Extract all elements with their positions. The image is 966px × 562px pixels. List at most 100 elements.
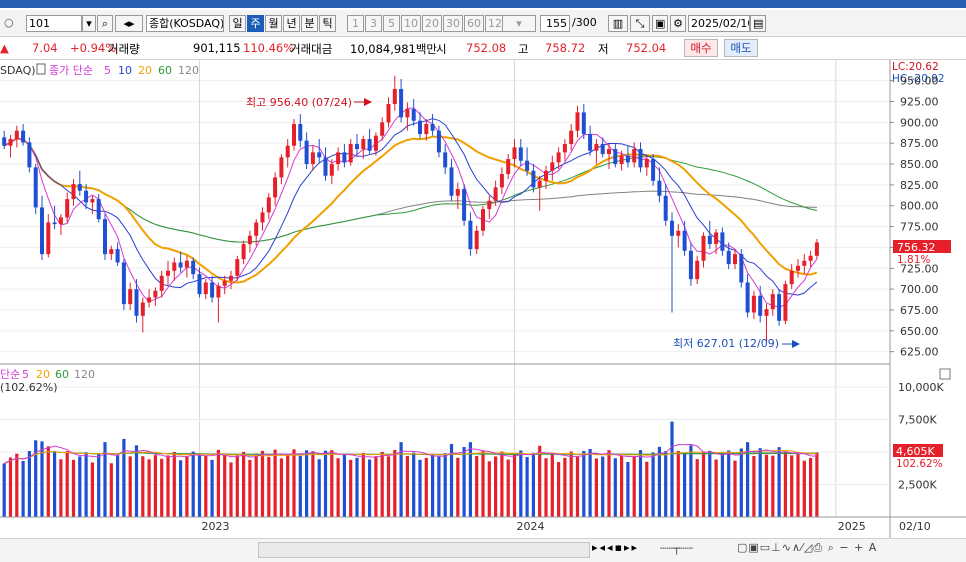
current-pct-label: 1.81% [897, 254, 930, 266]
count-input[interactable]: 155 [540, 15, 570, 32]
low-arrow-head [792, 340, 800, 348]
current-volume-label: 4,605K [896, 445, 935, 458]
volume-ma5-line [3, 443, 817, 464]
volume-bar [575, 456, 580, 517]
market-label: 종합(KOSDAQ) [146, 15, 224, 32]
interval-button-1[interactable]: 1 [347, 15, 364, 32]
vol-legend-ma5: 5 [22, 368, 29, 381]
interval-button-30[interactable]: 30 [443, 15, 463, 32]
drawing-tools-icons[interactable]: ▢▣▭⊥∿∧⁄◿⎙ ⌕ − + A [737, 541, 878, 554]
candle-body [14, 130, 19, 140]
volume-tick-label: 2,500K [898, 479, 937, 492]
price-chart[interactable]: SDAQ) 종가 단순 5 10 20 60 120 LC:20.62 HC:-… [0, 60, 966, 538]
candle-body [254, 222, 259, 236]
candle-body [348, 144, 353, 163]
period-tab-3[interactable]: 년 [283, 15, 300, 32]
code-input[interactable]: 101 [26, 15, 82, 32]
volume-bar [746, 442, 750, 517]
candle-body [487, 200, 492, 210]
candle-body [657, 180, 662, 196]
volume-bar [147, 459, 151, 517]
sell-button[interactable]: 매도 [724, 39, 758, 57]
interval-button-5[interactable]: 5 [383, 15, 400, 32]
candle-body [84, 190, 89, 203]
candle-body [544, 170, 548, 181]
candle-body [739, 254, 744, 283]
ma5-line [3, 107, 818, 308]
legend-ma60: 60 [158, 64, 172, 77]
volume-bar [305, 450, 309, 517]
volume-bar [361, 452, 365, 517]
period-tab-1[interactable]: 주 [247, 15, 264, 32]
interval-button-60[interactable]: 60 [464, 15, 484, 32]
volume-bar [569, 451, 573, 517]
interval-button-20[interactable]: 20 [422, 15, 442, 32]
volume-panel-close-icon[interactable] [939, 368, 951, 380]
amount-label: 거래대금 [290, 42, 333, 56]
volume-bar [538, 445, 542, 517]
candle-body [518, 147, 523, 161]
candle-body [405, 109, 410, 118]
volume-bar [267, 457, 271, 517]
low-annotation: 최저 627.01 (12/09) [673, 337, 779, 350]
interval-button-10[interactable]: 10 [401, 15, 421, 32]
current-volume-box [893, 444, 943, 457]
search-icon[interactable]: ⌕ [97, 15, 113, 32]
row-label: ○ [4, 16, 14, 29]
volume-bar [141, 456, 145, 517]
candle-body [329, 164, 334, 176]
candle-body [197, 274, 202, 295]
volume-bar [90, 462, 94, 517]
price-tick-label: 650.00 [900, 325, 939, 338]
candle-body [632, 149, 637, 163]
period-tab-0[interactable]: 일 [229, 15, 246, 32]
legend-toggle-icon[interactable] [36, 63, 46, 75]
interval-button-3[interactable]: 3 [365, 15, 382, 32]
candle-body [663, 195, 668, 221]
candle-body [701, 235, 706, 261]
code-dropdown-button[interactable]: ▾ [82, 15, 96, 32]
volume-bar [197, 455, 202, 517]
nav-play-buttons[interactable]: ▸◂◂▪▸▸ [592, 541, 640, 554]
x-end-date: 02/10 [899, 520, 931, 533]
volume-bar [720, 453, 724, 517]
candle-body [745, 282, 750, 313]
date-input[interactable]: 2025/02/10 [688, 15, 750, 32]
period-tab-4[interactable]: 분 [301, 15, 318, 32]
prev-next-icon[interactable]: ◂▸ [115, 15, 143, 32]
period-tab-5[interactable]: 틱 [319, 15, 336, 32]
candle-body [550, 162, 555, 171]
scale-icon[interactable]: ⤡ [630, 15, 650, 32]
chart-scrollbar[interactable] [258, 542, 590, 558]
save-icon[interactable]: ▣ [652, 15, 668, 32]
candle-body [172, 262, 177, 271]
chart-type-icon[interactable]: ▥ [608, 15, 628, 32]
candle-body [783, 284, 788, 321]
price-tick-label: 625.00 [900, 346, 939, 359]
gear-icon[interactable]: ⚙ [670, 15, 686, 32]
calendar-icon[interactable]: ▤ [750, 15, 766, 32]
zoom-slider[interactable]: ┄┄┬┄┄ [660, 542, 694, 555]
candle-body [695, 260, 700, 280]
volume-bar [651, 452, 655, 517]
volume-bar [84, 452, 88, 517]
candle-body [266, 197, 271, 213]
vol-legend-ratio: (102.62%) [0, 381, 58, 394]
candle-body [619, 155, 624, 165]
volume-bar [506, 459, 510, 517]
candle-body [764, 309, 769, 316]
volume-bar [525, 457, 529, 517]
volume-bar [657, 446, 661, 517]
up-arrow-icon: ▲ [0, 41, 9, 55]
volume-bar [210, 459, 214, 517]
period-tab-2[interactable]: 월 [265, 15, 282, 32]
volume-bar [330, 450, 334, 517]
volume-bar [374, 456, 378, 517]
buy-button[interactable]: 매수 [684, 39, 718, 57]
interval-dropdown[interactable]: ▾ [502, 15, 536, 32]
volume-bar [185, 455, 189, 517]
current-volume-pct: 102.62% [896, 458, 943, 470]
volume-bar [153, 455, 157, 517]
candle-body [449, 167, 454, 196]
